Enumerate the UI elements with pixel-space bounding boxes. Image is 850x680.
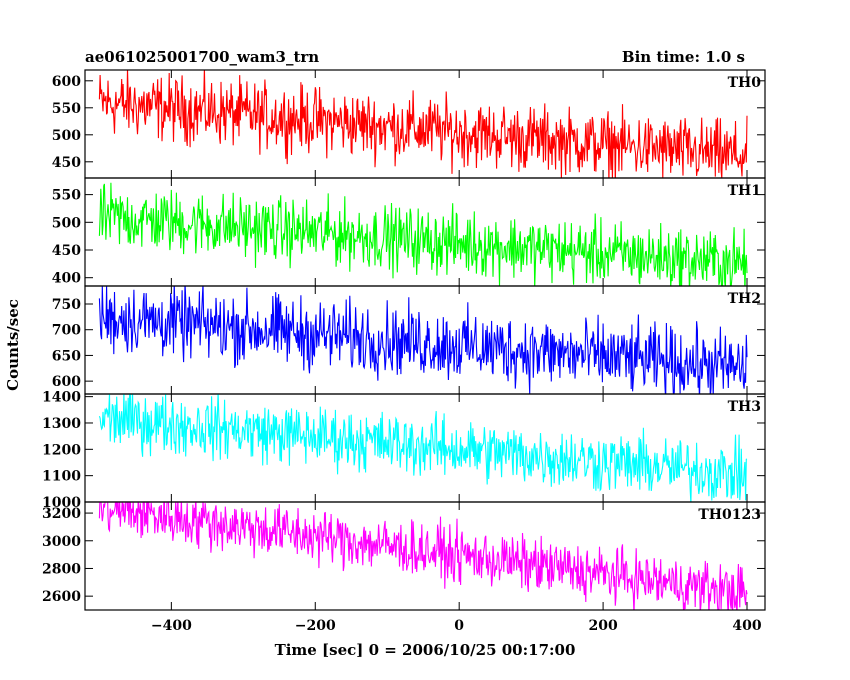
y-tick-label: 600 (52, 74, 81, 90)
y-tick-label: 1300 (42, 416, 81, 432)
y-tick-label: 3200 (42, 506, 81, 522)
y-tick-label: 500 (52, 128, 81, 144)
y-tick-label: 1200 (42, 442, 81, 458)
bin-time-label: Bin time: 1.0 s (622, 48, 745, 66)
y-tick-label: 450 (52, 243, 81, 259)
x-tick-label: −200 (295, 618, 336, 634)
series-line-th3 (98, 394, 748, 502)
y-tick-label: 2800 (42, 561, 81, 577)
x-axis-label: Time [sec] 0 = 2006/10/25 00:17:00 (275, 641, 576, 659)
chart-title: ae061025001700_wam3_trn (85, 48, 319, 66)
panel-frame-th0123 (84, 501, 766, 611)
y-tick-label: 600 (52, 374, 81, 390)
panel-label-th3: TH3 (728, 399, 761, 415)
x-tick-label: 400 (732, 618, 761, 634)
series-line-th2 (98, 286, 748, 394)
y-tick-label: 500 (52, 215, 81, 231)
y-axis-label: Counts/sec (4, 299, 22, 391)
y-tick-label: 3000 (42, 534, 81, 550)
panel-label-th0: TH0 (728, 75, 762, 91)
x-tick-label: −400 (151, 618, 192, 634)
panels-group: 450 500 550 600 TH0 400 450 500 550 TH1 600 650 700 7… (42, 69, 766, 634)
y-tick-label: 2600 (42, 589, 81, 605)
panel-label-th1: TH1 (728, 183, 761, 199)
x-tick-label: 0 (454, 618, 464, 634)
panel-label-th2: TH2 (728, 291, 761, 307)
y-tick-label: 700 (52, 323, 81, 339)
y-tick-label: 1400 (42, 390, 81, 406)
y-tick-label: 1000 (42, 495, 81, 511)
y-tick-label: 750 (52, 297, 81, 313)
y-tick-label: 550 (52, 101, 81, 117)
y-tick-label: 400 (52, 271, 81, 287)
y-tick-label: 1100 (42, 469, 81, 485)
y-tick-label: 650 (52, 348, 81, 364)
y-tick-label: 450 (52, 155, 81, 171)
series-line-th0 (98, 70, 748, 178)
panel-frame-th3 (84, 393, 766, 503)
x-tick-label: 200 (588, 618, 617, 634)
y-tick-label: 550 (52, 188, 81, 204)
panel-label-th0123: TH0123 (698, 507, 761, 523)
series-line-th0123 (98, 502, 748, 610)
series-line-th1 (98, 182, 748, 286)
